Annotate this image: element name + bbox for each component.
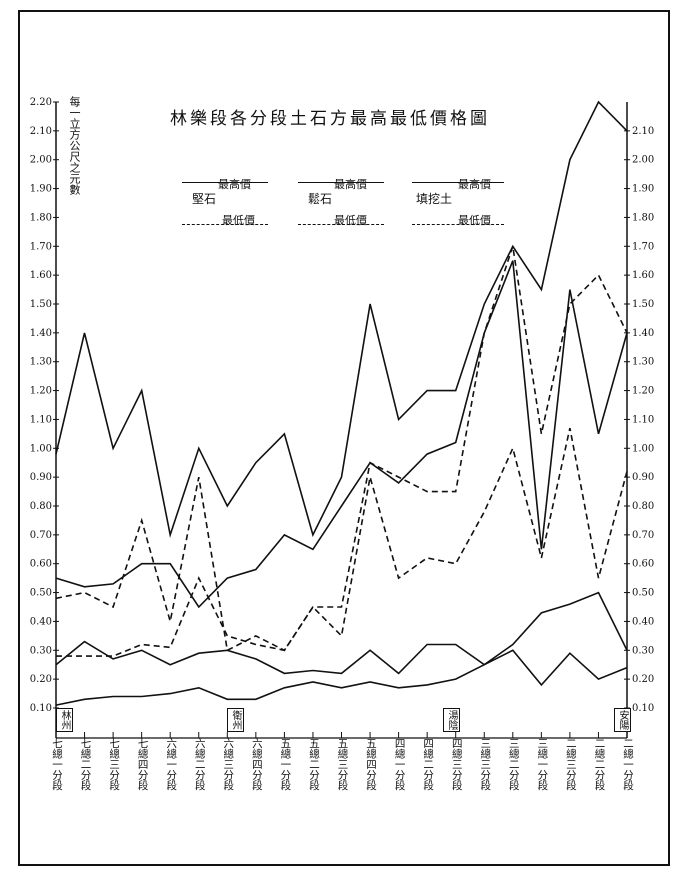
y-tick-label-right: 0.10 (632, 703, 654, 714)
y-tick-label-left: 1.30 (30, 357, 52, 368)
legend-low-label: 最低價 (222, 214, 255, 227)
legend-low-label: 最低價 (334, 214, 367, 227)
x-tick-label: 六總四分段 (250, 738, 263, 791)
series-line (55, 100, 628, 539)
x-tick-label: 五總二分段 (307, 738, 320, 791)
x-tick-label: 二總二分段 (593, 738, 606, 791)
section-label: 安陽 (614, 708, 631, 732)
legend-earth: 填挖土 最高價 最低價 (412, 176, 504, 227)
y-tick-label-right: 0.40 (632, 616, 654, 627)
x-tick-label: 五總三分段 (336, 738, 349, 791)
y-tick-label-left: 1.00 (30, 443, 52, 454)
y-tick-label-right: 0.80 (632, 501, 654, 512)
y-tick-label-right: 2.00 (632, 155, 654, 166)
y-tick-label-left: 1.90 (30, 184, 52, 195)
x-tick-label: 七總二分段 (79, 738, 92, 791)
legend-dashed-line (298, 224, 384, 225)
y-tick-label-left: 1.50 (30, 299, 52, 310)
y-tick-label-right: 0.70 (632, 530, 654, 541)
y-tick-label-left: 0.20 (30, 674, 52, 685)
x-tick-label: 四總二分段 (422, 738, 435, 791)
legend-group-label: 堅石 (192, 192, 217, 206)
series-line (56, 427, 628, 657)
y-tick-label-left: 0.70 (30, 530, 52, 541)
chart-title: 林樂段各分段土石方最高最低價格圖 (170, 109, 490, 129)
y-tick-label-right: 0.20 (632, 674, 654, 685)
legend-high-label: 最高價 (458, 178, 491, 191)
y-tick-label-right: 1.90 (632, 184, 654, 195)
legend-solid-line (298, 182, 384, 183)
legend-dashed-line (412, 224, 504, 225)
legend-solid-line (182, 182, 268, 183)
y-tick-label-right: 0.60 (632, 559, 654, 570)
y-tick-label-left: 1.20 (30, 386, 52, 397)
y-tick-label-left: 1.10 (30, 414, 52, 425)
x-tick-label: 二總三分段 (564, 738, 577, 791)
legend-low-label: 最低價 (458, 214, 491, 227)
section-label: 湯陰 (443, 708, 460, 732)
x-tick-label: 四總三分段 (450, 738, 463, 791)
y-tick-label-right: 1.20 (632, 386, 654, 397)
series-line (55, 591, 628, 675)
x-tick-label: 六總二分段 (193, 738, 206, 791)
y-tick-label-right: 0.50 (632, 588, 654, 599)
legend-solid-line (412, 182, 504, 183)
x-tick-label: 二總一分段 (622, 738, 634, 791)
y-tick-label-left: 0.50 (30, 588, 52, 599)
x-tick-label: 五總一分段 (279, 738, 292, 791)
section-label: 林州 (56, 708, 73, 732)
x-tick-label: 三總三分段 (479, 738, 492, 791)
y-tick-label-left: 0.60 (30, 559, 52, 570)
y-tick-label-left: 2.10 (30, 126, 52, 137)
legend-hard-rock: 堅石 最高價 最低價 (182, 176, 268, 227)
series-line (55, 649, 628, 706)
y-tick-label-right: 1.70 (632, 241, 654, 252)
y-tick-label-left: 0.10 (30, 703, 52, 714)
x-tick-label: 四總一分段 (393, 738, 406, 791)
y-tick-label-right: 1.80 (632, 212, 654, 223)
legend-high-label: 最高價 (334, 178, 367, 191)
x-tick-label: 六總三分段 (222, 738, 235, 791)
x-tick-label: 七總一分段 (51, 738, 63, 791)
y-tick-label-right: 1.30 (632, 357, 654, 368)
x-tick-label: 三總一分段 (536, 738, 549, 791)
y-tick-label-left: 0.40 (30, 616, 52, 627)
y-tick-label-right: 2.10 (632, 126, 654, 137)
y-tick-label-right: 1.10 (632, 414, 654, 425)
y-tick-label-left: 0.30 (30, 645, 52, 656)
y-tick-label-right: 1.40 (632, 328, 654, 339)
x-tick-label: 五總四分段 (365, 738, 378, 791)
y-tick-label-left: 0.80 (30, 501, 52, 512)
y-tick-label-right: 0.90 (632, 472, 654, 483)
legend-high-label: 最高價 (218, 178, 251, 191)
y-tick-label-right: 1.50 (632, 299, 654, 310)
x-tick-label: 七總三分段 (108, 738, 121, 791)
series-line (55, 246, 628, 652)
series-line (55, 260, 628, 609)
y-tick-label-left: 2.20 (30, 97, 52, 108)
y-tick-label-right: 0.30 (632, 645, 654, 656)
y-axis-label: 每一立方公尺之元數 (68, 96, 81, 195)
x-tick-label: 七總四分段 (136, 738, 149, 791)
y-tick-label-left: 1.60 (30, 270, 52, 281)
legend-group-label: 鬆石 (308, 192, 333, 206)
y-tick-label-left: 2.00 (30, 155, 52, 166)
y-tick-label-left: 1.40 (30, 328, 52, 339)
y-tick-label-right: 1.00 (632, 443, 654, 454)
y-tick-label-left: 0.90 (30, 472, 52, 483)
x-tick-label: 三總二分段 (507, 738, 520, 791)
y-tick-label-left: 1.80 (30, 212, 52, 223)
x-tick-label: 六總一分段 (165, 738, 178, 791)
section-label: 衛州 (227, 708, 244, 732)
y-tick-label-left: 1.70 (30, 241, 52, 252)
y-tick-label-right: 1.60 (632, 270, 654, 281)
legend-group-label: 填挖土 (416, 192, 453, 206)
legend-loose-rock: 鬆石 最高價 最低價 (298, 176, 384, 227)
legend-dashed-line (182, 224, 268, 225)
chart-frame (18, 10, 670, 866)
